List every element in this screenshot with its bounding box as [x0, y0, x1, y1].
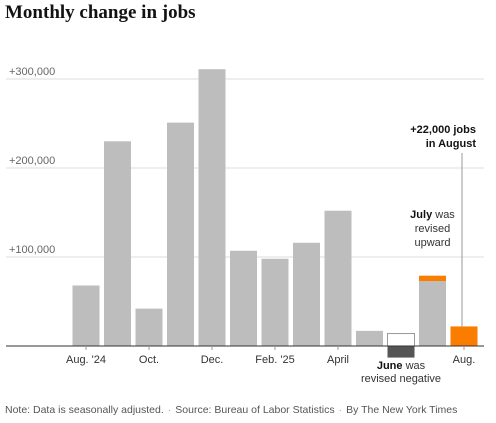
y-tick-label: +300,000 — [9, 66, 55, 78]
bar-dec-24 — [198, 69, 226, 347]
footer-source: Source: Bureau of Labor Statistics — [175, 404, 335, 416]
x-tick-labels: Aug. '24 Oct. Dec. Feb. '25 April Aug. — [66, 346, 475, 366]
annotation-june-line1: June was — [377, 360, 426, 372]
annotation-june-line2: revised negative — [361, 373, 441, 385]
bar-sep-24 — [104, 141, 131, 346]
footer-byline: By The New York Times — [346, 404, 458, 416]
bar-may-25 — [356, 330, 383, 346]
y-tick-label: +100,000 — [9, 244, 55, 256]
y-tick-label: +200,000 — [9, 155, 55, 167]
bar-oct-24 — [135, 308, 163, 346]
grid-lines: +100,000 +200,000 +300,000 — [6, 66, 484, 258]
footer-separator: · — [167, 404, 172, 416]
annotation-august-line1: +22,000 jobs — [410, 124, 476, 136]
bar-jan-25 — [230, 250, 257, 346]
bar-july — [419, 281, 446, 346]
bar-nov-24 — [167, 122, 194, 346]
bar-august-2025 — [450, 326, 478, 346]
chart-title: Monthly change in jobs — [5, 2, 196, 23]
bar-mar-25 — [293, 242, 320, 346]
x-tick-label: Oct. — [139, 354, 159, 366]
bar-july-revision-upward — [419, 275, 446, 282]
bar-feb-25 — [261, 258, 289, 346]
x-tick-label: Feb. '25 — [255, 354, 294, 366]
bar-apr-25 — [324, 210, 352, 346]
footer-separator: · — [338, 404, 343, 416]
x-tick-label: April — [327, 354, 349, 366]
annotation-august-line2: in August — [426, 138, 477, 150]
bar-june-revised-negative — [387, 346, 415, 358]
x-tick-label: Dec. — [201, 354, 224, 366]
annotations: +22,000 jobs in August July was revised upwa… — [361, 124, 476, 385]
bars — [6, 69, 484, 358]
x-tick-label: Aug. — [453, 354, 476, 366]
bar-aug-24 — [72, 285, 100, 346]
footer-note: Note: Data is seasonally adjusted. — [5, 404, 164, 416]
annotation-july-line3: upward — [414, 237, 450, 249]
annotation-july-line1: July was — [410, 209, 455, 221]
annotation-july-line2: revised — [415, 223, 450, 235]
footer: Note: Data is seasonally adjusted. · Sourc… — [5, 404, 457, 416]
x-tick-label: Aug. '24 — [66, 354, 106, 366]
bar-june-previous-outline — [387, 333, 415, 347]
